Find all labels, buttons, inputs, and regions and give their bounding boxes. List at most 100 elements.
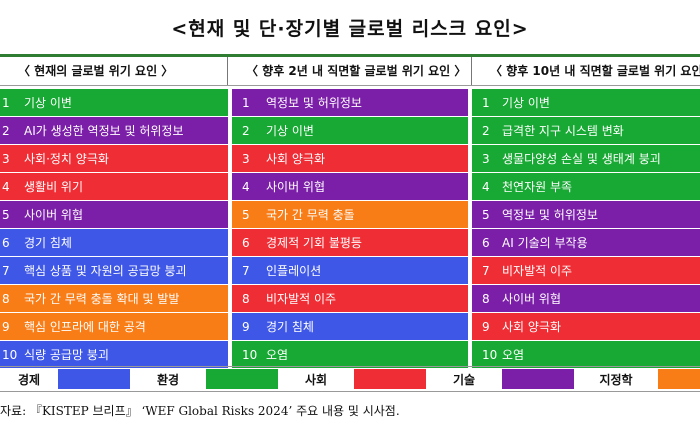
risk-label: 오염 [502,348,525,362]
legend-swatch-economy [58,369,130,389]
risk-rank: 8 [482,291,490,306]
risk-label: 사회 양극화 [502,320,562,334]
risk-cell-10-years: 8 사이버 위협 [472,285,700,312]
legend-swatch-society [354,369,426,389]
table-row: 3 사회·정치 양극화 3 사회 양극화 3 생물다양성 손실 및 생태계 붕괴 [0,145,700,172]
risk-rank: 7 [482,263,490,278]
risk-rank: 10 [482,347,498,362]
risk-label: AI가 생성한 역정보 및 허위정보 [24,124,184,138]
table-row: 8 국가 간 무력 충돌 확대 및 발발 8 비자발적 이주 8 사이버 위협 [0,285,700,312]
risk-cell-2-years: 1 역정보 및 허위정보 [232,89,468,116]
table-header-row: 〈 현재의 글로벌 위기 요인 〉 〈 향후 2년 내 직면할 글로벌 위기 요… [0,57,700,86]
legend-swatch-environment [206,369,278,389]
risk-label: 기상 이변 [24,96,72,110]
risk-label: 비자발적 이주 [502,264,573,278]
risk-label: 급격한 지구 시스템 변화 [502,124,624,138]
risk-label: 핵심 인프라에 대한 공격 [24,320,146,334]
risk-cell-2-years: 3 사회 양극화 [232,145,468,172]
risk-cell-current: 2 AI가 생성한 역정보 및 허위정보 [0,117,228,144]
risk-rank: 10 [2,347,18,362]
legend-label-economy: 경제 [17,372,41,387]
header-2-years: 〈 향후 2년 내 직면할 글로벌 위기 요인 〉 [228,57,472,85]
legend-label-environment: 환경 [156,372,180,387]
risk-rank: 6 [2,235,10,250]
risk-cell-10-years: 2 급격한 지구 시스템 변화 [472,117,700,144]
risk-rank: 2 [482,123,490,138]
table-row: 10 식량 공급망 붕괴 10 오염 10 오염 [0,341,700,368]
risk-rank: 7 [242,263,250,278]
risk-rank: 9 [2,319,10,334]
risk-label: 생활비 위기 [24,180,84,194]
risk-label: 핵심 상품 및 자원의 공급망 붕괴 [24,264,187,278]
risk-label: 사회 양극화 [266,152,326,166]
table-row: 5 사이버 위협 5 국가 간 무력 충돌 5 역정보 및 허위정보 [0,201,700,228]
risk-cell-current: 7 핵심 상품 및 자원의 공급망 붕괴 [0,257,228,284]
risk-label: 생물다양성 손실 및 생태계 붕괴 [502,152,661,166]
legend-label-geopolitics: 지정학 [599,372,633,387]
risk-label: 천연자원 부족 [502,180,573,194]
risk-rank: 5 [482,207,490,222]
risk-label: 사이버 위협 [24,208,84,222]
risk-rank: 4 [482,179,490,194]
table-row: 1 기상 이변 1 역정보 및 허위정보 1 기상 이변 [0,89,700,116]
table-body: 1 기상 이변 1 역정보 및 허위정보 1 기상 이변 2 AI가 생성한 역정보 및 허위… [0,86,700,368]
risk-cell-current: 6 경기 침체 [0,229,228,256]
legend-label-society: 사회 [304,372,328,387]
risk-table: 〈 현재의 글로벌 위기 요인 〉 〈 향후 2년 내 직면할 글로벌 위기 요… [0,54,700,369]
risk-label: 경제적 기회 불평등 [266,236,362,250]
risk-cell-10-years: 6 AI 기술의 부작용 [472,229,700,256]
risk-rank: 3 [242,151,250,166]
risk-cell-2-years: 9 경기 침체 [232,313,468,340]
risk-rank: 4 [242,179,250,194]
risk-rank: 6 [242,235,250,250]
risk-rank: 2 [2,123,10,138]
risk-cell-10-years: 4 천연자원 부족 [472,173,700,200]
risk-label: 경기 침체 [266,320,314,334]
risk-cell-10-years: 1 기상 이변 [472,89,700,116]
header-10-years: 〈 향후 10년 내 직면할 글로벌 위기 요인 〉 [490,64,700,78]
risk-label: 경기 침체 [24,236,72,250]
risk-label: 국가 간 무력 충돌 [266,208,355,222]
risk-rank: 4 [2,179,10,194]
risk-rank: 8 [2,291,10,306]
risk-rank: 5 [242,207,250,222]
risk-cell-10-years: 5 역정보 및 허위정보 [472,201,700,228]
risk-label: 오염 [266,348,289,362]
risk-label: 식량 공급망 붕괴 [24,348,109,362]
risk-cell-2-years: 7 인플레이션 [232,257,468,284]
source-note: 자료: 『KISTEP 브리프』 ‘WEF Global Risks 2024’… [0,404,400,418]
legend-swatch-geopolitics [658,369,700,389]
risk-label: 사회·정치 양극화 [24,152,109,166]
risk-label: 역정보 및 허위정보 [266,96,362,110]
table-row: 7 핵심 상품 및 자원의 공급망 붕괴 7 인플레이션 7 비자발적 이주 [0,257,700,284]
legend-label-technology: 기술 [452,372,476,387]
risk-cell-10-years: 9 사회 양극화 [472,313,700,340]
table-row: 4 생활비 위기 4 사이버 위협 4 천연자원 부족 [0,173,700,200]
risk-cell-current: 8 국가 간 무력 충돌 확대 및 발발 [0,285,228,312]
risk-rank: 2 [242,123,250,138]
risk-cell-2-years: 5 국가 간 무력 충돌 [232,201,468,228]
risk-cell-current: 4 생활비 위기 [0,173,228,200]
table-row: 2 AI가 생성한 역정보 및 허위정보 2 기상 이변 2 급격한 지구 시스템 변화 [0,117,700,144]
risk-label: 비자발적 이주 [266,292,337,306]
legend-swatch-technology [502,369,574,389]
risk-rank: 7 [2,263,10,278]
risk-rank: 1 [2,95,10,110]
risk-cell-current: 3 사회·정치 양극화 [0,145,228,172]
risk-cell-2-years: 10 오염 [232,341,468,368]
risk-label: 기상 이변 [266,124,314,138]
risk-cell-10-years: 3 생물다양성 손실 및 생태계 붕괴 [472,145,700,172]
risk-rank: 3 [2,151,10,166]
risk-rank: 3 [482,151,490,166]
risk-cell-current: 10 식량 공급망 붕괴 [0,341,228,368]
header-current: 〈 현재의 글로벌 위기 요인 〉 [0,57,228,85]
risk-rank: 8 [242,291,250,306]
risk-cell-10-years: 7 비자발적 이주 [472,257,700,284]
table-row: 9 핵심 인프라에 대한 공격 9 경기 침체 9 사회 양극화 [0,313,700,340]
risk-rank: 10 [242,347,258,362]
page-title: <현재 및 단·장기별 글로벌 리스크 요인> [171,18,529,40]
risk-label: 인플레이션 [266,264,322,278]
risk-label: 기상 이변 [502,96,550,110]
risk-cell-2-years: 6 경제적 기회 불평등 [232,229,468,256]
